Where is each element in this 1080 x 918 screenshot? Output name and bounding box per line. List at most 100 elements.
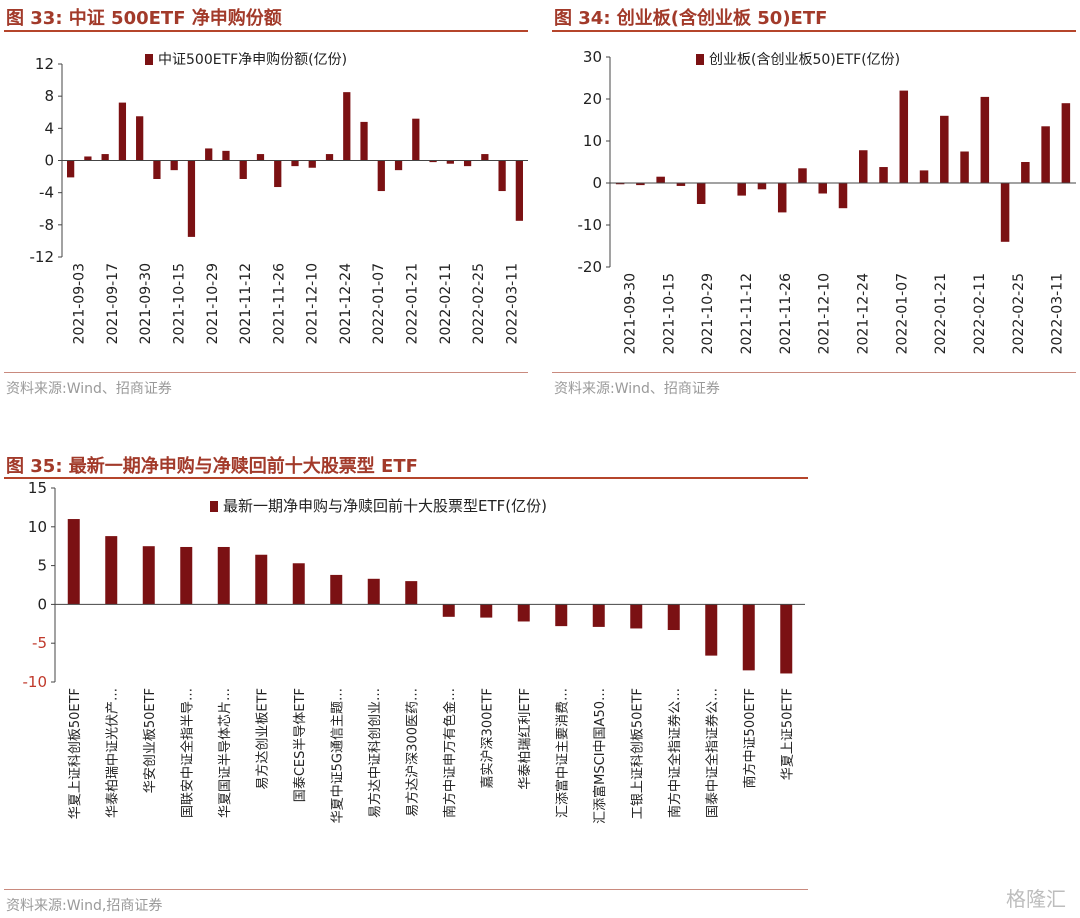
bar (367, 578, 380, 605)
category-label: 南方中证申万有色金… (442, 688, 458, 818)
figure-34-chart: 30 20 10 0 -10 -20 创业板(含创业板50)ETF(亿份) 2021-09-3… (578, 48, 1076, 354)
bar (330, 574, 343, 605)
bar (515, 160, 523, 221)
category-label: 华泰柏瑞红利ETF (517, 688, 533, 790)
category-label: 易方达沪深300医药… (404, 688, 420, 817)
figure-35-title: 图 35: 最新一期净申购与净赎回前十大股票型 ETF (6, 456, 418, 477)
bar (118, 102, 127, 161)
bar (429, 160, 437, 163)
bar (442, 604, 455, 617)
bar (940, 115, 949, 183)
category-label: 易方达创业板ETF (254, 688, 270, 790)
bar (919, 170, 929, 183)
legend-label: 最新一期净申购与净赎回前十大股票型ETF(亿份) (223, 497, 547, 515)
figure-33-chart: 12 8 4 0 -4 -8 -12 中证500ETF净申购份额(亿份) 2021-09-03 2… (30, 52, 528, 344)
bar (859, 150, 868, 183)
bar (1000, 183, 1010, 242)
bar (136, 116, 144, 161)
bar (960, 151, 969, 183)
category-label: 华夏国证半导体芯片… (218, 688, 233, 818)
y-tick-label: 10 (583, 132, 602, 150)
bar (308, 160, 316, 168)
x-tick-label: 2022-02-25 (471, 263, 487, 344)
bar (1061, 103, 1071, 183)
figure-33-source: 资料来源:Wind、招商证券 (6, 381, 172, 397)
x-tick-label: 2021-09-30 (138, 263, 154, 344)
category-label: 华夏上证50ETF (780, 688, 795, 780)
bar (222, 150, 230, 161)
bar (777, 183, 787, 213)
bar (742, 604, 755, 671)
y-tick-label: -12 (30, 248, 55, 266)
x-tick-label: 2022-03-11 (504, 263, 520, 344)
x-tick-label: 2022-01-21 (933, 273, 949, 354)
bar (705, 604, 718, 656)
bar (615, 183, 625, 185)
y-tick-label: 5 (37, 557, 47, 575)
bar (256, 154, 265, 161)
bar (636, 183, 645, 186)
legend-swatch (210, 501, 218, 512)
x-tick-label: 2021-12-10 (305, 263, 321, 344)
figure-35-bottom-rule (4, 889, 808, 890)
figure-35-source: 资料来源:Wind,招商证券 (6, 898, 163, 914)
legend-swatch (145, 54, 153, 65)
bar (517, 604, 530, 622)
bar (630, 604, 643, 629)
bar (676, 183, 686, 186)
bar (1021, 162, 1030, 183)
bar (667, 604, 680, 631)
category-label: 国联安中证全指半导… (179, 688, 195, 818)
legend-label: 创业板(含创业板50)ETF(亿份) (709, 52, 900, 68)
y-tick-label: 30 (583, 48, 602, 66)
bar (405, 581, 418, 605)
bar (481, 154, 489, 161)
bar (217, 546, 230, 605)
category-label: 南方中证500ETF (742, 688, 758, 788)
bar (780, 604, 793, 674)
bar (187, 160, 196, 237)
y-tick-label: 4 (44, 119, 54, 137)
y-tick-label: -8 (39, 216, 54, 234)
bar (205, 148, 213, 161)
bar (592, 604, 605, 627)
x-tick-label: 2022-01-07 (371, 263, 387, 344)
watermark-logo: 格隆汇 (1006, 887, 1066, 911)
y-tick-label: 0 (592, 174, 602, 192)
category-label: 华安创业板50ETF (143, 688, 158, 793)
figure-34-source: 资料来源:Wind、招商证券 (554, 381, 720, 397)
category-label: 易方达中证科创创业… (367, 688, 383, 818)
bar (1041, 126, 1050, 183)
legend-label: 中证500ETF净申购份额(亿份) (158, 52, 347, 68)
category-label: 嘉实沪深300ETF (479, 688, 495, 788)
bar (239, 160, 247, 179)
x-tick-label: 2021-09-03 (72, 263, 88, 344)
x-tick-label: 2021-10-29 (205, 263, 221, 344)
y-tick-label: -10 (23, 673, 48, 691)
bar (274, 160, 282, 188)
bar (343, 92, 351, 161)
bar (84, 156, 92, 161)
figure-34-bottom-rule (552, 372, 1076, 373)
bar (291, 160, 299, 167)
category-label: 华夏上证科创板50ETF (68, 688, 83, 819)
x-tick-label: 2021-12-24 (855, 273, 871, 354)
bar (153, 160, 161, 179)
x-tick-label: 2021-10-15 (661, 273, 677, 354)
y-tick-label: -5 (32, 634, 47, 652)
category-label: 华泰柏瑞中证光伏产… (105, 688, 120, 818)
figure-33-title-rule (4, 30, 528, 32)
bar (838, 183, 848, 209)
bar (255, 554, 268, 605)
bar (170, 160, 178, 171)
x-tick-label: 2021-11-26 (778, 273, 794, 354)
x-tick-label: 2021-10-15 (172, 263, 188, 344)
bar (656, 176, 665, 183)
figure-35-chart: 15 10 5 0 -5 -10 最新一期净申购与净赎回前十大股票型ETF(亿份) 华夏上证科… (23, 479, 805, 824)
figure-34-title-rule (552, 30, 1076, 32)
bar (446, 160, 454, 164)
category-label: 南方中证全指证券公… (667, 688, 683, 818)
y-tick-label: 20 (583, 90, 602, 108)
bar (325, 154, 334, 161)
bar (412, 118, 420, 161)
